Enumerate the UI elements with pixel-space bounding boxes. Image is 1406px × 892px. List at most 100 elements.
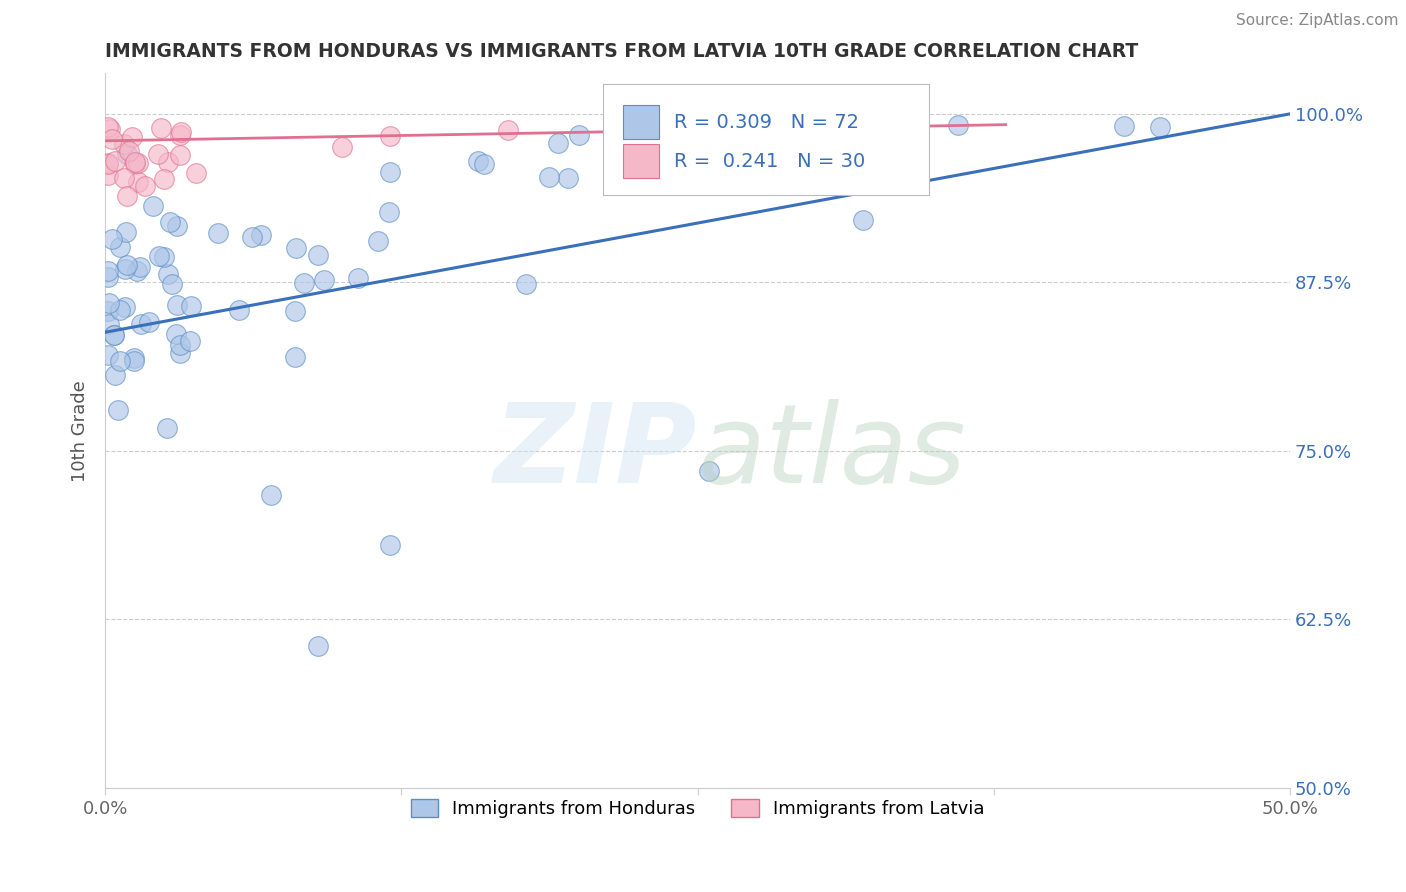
Point xyxy=(284,304,307,318)
Point xyxy=(307,248,329,262)
Point xyxy=(124,354,146,368)
Point xyxy=(117,144,139,158)
Point xyxy=(378,538,401,552)
Point xyxy=(117,258,139,272)
Point xyxy=(152,250,174,264)
Point xyxy=(138,315,160,329)
Point xyxy=(515,277,537,292)
Point xyxy=(538,169,561,184)
Point xyxy=(115,189,138,203)
Point xyxy=(159,215,181,229)
Point xyxy=(97,269,120,284)
Text: ZIP: ZIP xyxy=(494,399,697,506)
Point xyxy=(1149,120,1171,135)
Point xyxy=(184,166,207,180)
Point xyxy=(110,240,132,254)
Point xyxy=(249,227,271,242)
Point xyxy=(378,129,401,144)
Text: IMMIGRANTS FROM HONDURAS VS IMMIGRANTS FROM LATVIA 10TH GRADE CORRELATION CHART: IMMIGRANTS FROM HONDURAS VS IMMIGRANTS F… xyxy=(105,42,1139,61)
Point xyxy=(121,129,143,144)
Point xyxy=(169,148,191,162)
Point xyxy=(129,318,152,332)
Legend: Immigrants from Honduras, Immigrants from Latvia: Immigrants from Honduras, Immigrants fro… xyxy=(404,791,991,825)
FancyBboxPatch shape xyxy=(623,105,658,139)
Point xyxy=(97,303,120,318)
Point xyxy=(557,171,579,186)
Point xyxy=(104,368,127,382)
Point xyxy=(758,166,780,180)
Point xyxy=(165,327,187,342)
Point xyxy=(127,155,149,169)
Y-axis label: 10th Grade: 10th Grade xyxy=(72,380,89,482)
Point xyxy=(285,241,308,255)
Point xyxy=(160,277,183,291)
Point xyxy=(98,317,121,331)
Point xyxy=(314,273,336,287)
Point xyxy=(115,147,138,161)
Point xyxy=(124,157,146,171)
Point xyxy=(260,488,283,502)
Point xyxy=(97,156,120,170)
Point xyxy=(284,350,307,364)
FancyBboxPatch shape xyxy=(623,145,658,178)
Point xyxy=(101,231,124,245)
Point xyxy=(166,298,188,312)
Point xyxy=(142,199,165,213)
Point xyxy=(150,121,173,136)
Text: R =  0.241   N = 30: R = 0.241 N = 30 xyxy=(673,152,865,170)
Point xyxy=(496,123,519,137)
Text: Source: ZipAtlas.com: Source: ZipAtlas.com xyxy=(1236,13,1399,29)
Point xyxy=(330,139,353,153)
Point xyxy=(156,421,179,435)
Point xyxy=(378,165,401,179)
Point xyxy=(107,403,129,417)
Text: atlas: atlas xyxy=(697,399,966,506)
Point xyxy=(346,270,368,285)
Point xyxy=(112,137,135,152)
Point xyxy=(852,212,875,227)
Point xyxy=(467,154,489,169)
Point xyxy=(378,205,401,219)
Point xyxy=(156,268,179,282)
Point xyxy=(103,327,125,342)
Point xyxy=(134,178,156,193)
Point xyxy=(734,136,756,150)
Text: R = 0.309   N = 72: R = 0.309 N = 72 xyxy=(673,112,859,131)
Point xyxy=(699,464,721,478)
Point xyxy=(108,302,131,317)
Point xyxy=(97,296,120,310)
Point xyxy=(207,226,229,240)
Point xyxy=(153,171,176,186)
Point xyxy=(308,640,330,654)
Point xyxy=(148,249,170,263)
Point xyxy=(97,156,120,170)
Point xyxy=(568,128,591,142)
Point xyxy=(166,219,188,234)
Point xyxy=(115,225,138,239)
Point xyxy=(1114,119,1136,133)
Point xyxy=(128,260,150,275)
Point xyxy=(170,125,193,139)
Point xyxy=(156,155,179,169)
Point xyxy=(110,353,132,368)
FancyBboxPatch shape xyxy=(603,84,928,194)
Point xyxy=(104,153,127,168)
Point xyxy=(472,157,495,171)
Point xyxy=(97,169,120,183)
Point xyxy=(547,136,569,151)
Point xyxy=(367,234,389,248)
Point xyxy=(169,345,191,359)
Point xyxy=(127,175,149,189)
Point xyxy=(804,145,827,159)
Point xyxy=(169,128,191,143)
Point xyxy=(228,303,250,318)
Point xyxy=(179,334,201,348)
Point xyxy=(638,116,661,130)
Point xyxy=(97,264,120,278)
Point xyxy=(686,112,709,126)
Point xyxy=(124,155,146,169)
Point xyxy=(948,118,970,132)
Point xyxy=(294,277,316,291)
Point xyxy=(97,120,120,135)
Point xyxy=(114,261,136,276)
